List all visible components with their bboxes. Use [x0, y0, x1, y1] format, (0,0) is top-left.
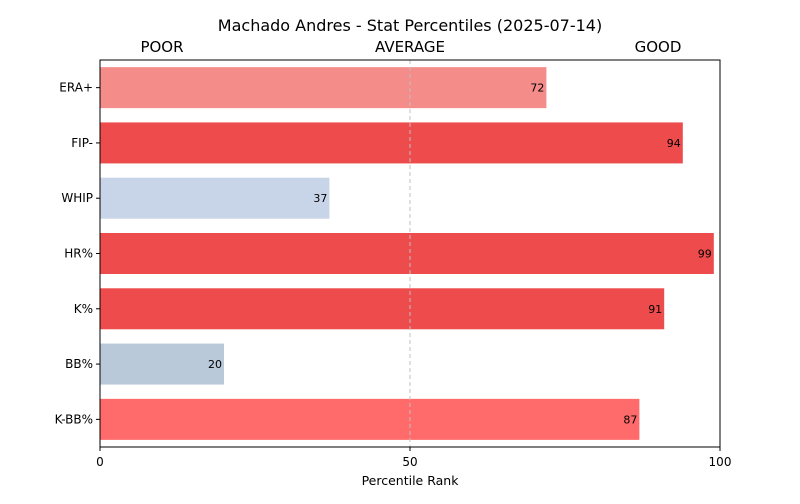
category-label-3: HR%: [64, 247, 93, 261]
x-axis: 0 50 100: [96, 447, 731, 469]
x-tick-label-2: 100: [709, 455, 732, 469]
chart-title: Machado Andres - Stat Percentiles (2025-…: [218, 16, 602, 35]
category-label-0: ERA+: [59, 81, 93, 95]
category-label-4: K%: [74, 302, 93, 316]
category-label-2: WHIP: [61, 191, 93, 205]
value-label-5: 20: [208, 358, 222, 371]
value-label-2: 37: [313, 192, 327, 205]
value-label-3: 99: [698, 248, 712, 261]
y-axis: ERA+ FIP- WHIP HR% K% BB% K-BB%: [55, 81, 100, 426]
x-tick-label-1: 50: [402, 455, 417, 469]
value-label-0: 72: [530, 82, 544, 95]
zone-labels: POOR AVERAGE GOOD: [140, 38, 681, 56]
zone-label-good: GOOD: [635, 38, 682, 56]
x-axis-label: Percentile Rank: [362, 473, 460, 488]
value-label-6: 87: [623, 413, 637, 426]
bar-5: [100, 343, 224, 385]
category-label-6: K-BB%: [55, 412, 93, 426]
x-tick-label-0: 0: [96, 455, 104, 469]
bar-0: [100, 67, 547, 109]
bar-3: [100, 233, 714, 274]
value-label-1: 94: [667, 137, 681, 150]
category-label-1: FIP-: [71, 136, 93, 150]
zone-label-poor: POOR: [140, 38, 183, 56]
category-label-5: BB%: [65, 357, 93, 371]
bar-group: 72 94 37 99 91 20 87: [100, 67, 714, 440]
bar-2: [100, 177, 330, 219]
bar-4: [100, 288, 665, 330]
bar-6: [100, 398, 640, 440]
value-label-4: 91: [648, 303, 662, 316]
zone-label-average: AVERAGE: [375, 38, 445, 56]
bar-1: [100, 122, 683, 164]
